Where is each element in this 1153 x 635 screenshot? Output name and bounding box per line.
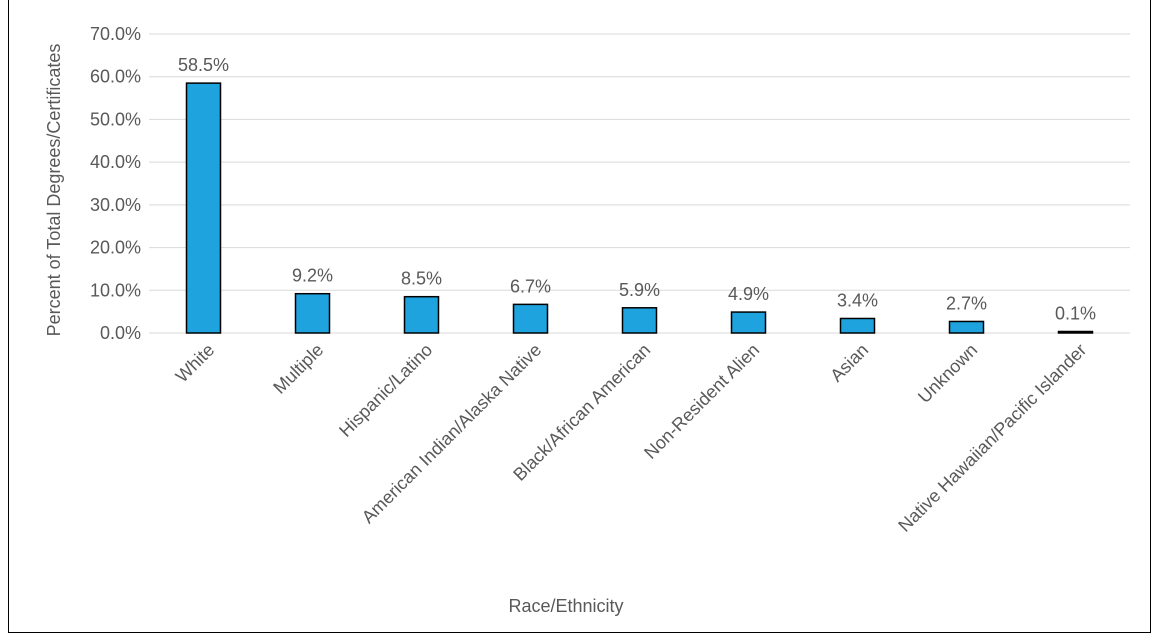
bar: [294, 292, 331, 334]
data-label: 0.1%: [1055, 304, 1096, 324]
y-axis-title: Percent of Total Degrees/Certificates: [44, 44, 64, 337]
data-label: 4.9%: [728, 284, 769, 304]
data-label: 5.9%: [619, 280, 660, 300]
x-axis-title: Race/Ethnicity: [508, 596, 623, 616]
x-tick-label: Multiple: [269, 340, 327, 398]
x-tick-label: Hispanic/Latino: [335, 340, 436, 441]
bar: [621, 307, 658, 334]
y-tick-label: 20.0%: [90, 238, 141, 258]
data-labels: 58.5% 9.2% 8.5% 6.7% 5.9% 4.9% 3.4% 2.7% 0.1%: [178, 55, 1096, 323]
data-label: 2.7%: [946, 293, 987, 313]
y-tick-label: 70.0%: [90, 24, 141, 44]
x-tick-label: White: [172, 340, 219, 387]
y-tick-label: 50.0%: [90, 109, 141, 129]
x-tick-label: Non-Resident Alien: [640, 340, 763, 463]
bar: [730, 311, 767, 334]
data-label: 6.7%: [510, 276, 551, 296]
data-label: 9.2%: [292, 266, 333, 286]
x-tick-label: Unknown: [914, 340, 981, 407]
bar: [512, 303, 549, 334]
bar: [403, 295, 440, 334]
data-label: 3.4%: [837, 290, 878, 310]
y-tick-label: 40.0%: [90, 152, 141, 172]
data-label: 58.5%: [178, 55, 229, 75]
y-tick-label: 60.0%: [90, 67, 141, 87]
bar: [839, 317, 876, 334]
data-label: 8.5%: [401, 269, 442, 289]
bar: [948, 320, 985, 334]
bars: [185, 82, 1094, 334]
y-axis-ticks: 0.0% 10.0% 20.0% 30.0% 40.0% 50.0% 60.0% 70.0%: [90, 24, 141, 343]
y-tick-label: 0.0%: [100, 323, 141, 343]
bar: [185, 82, 222, 334]
y-tick-label: 10.0%: [90, 280, 141, 300]
x-tick-label: Asian: [826, 340, 872, 386]
y-tick-label: 30.0%: [90, 195, 141, 215]
x-tick-label: American Indian/Alaska Native: [358, 340, 545, 527]
bar: [1057, 330, 1094, 334]
x-tick-label: Native Hawaiian/Pacific Islander: [894, 340, 1090, 536]
